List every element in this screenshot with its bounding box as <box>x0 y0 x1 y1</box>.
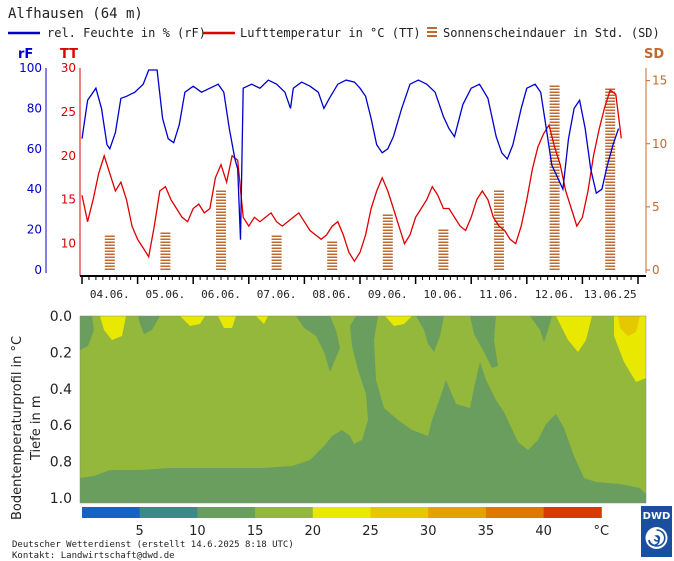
sd-tick-label: 5 <box>652 200 660 214</box>
series-line-rf <box>81 69 620 240</box>
date-label: 10.06. <box>424 288 464 301</box>
sunshine-bar <box>382 214 393 270</box>
colorbar-tick-label: 40 <box>535 524 552 539</box>
colorbar-tick-label: 20 <box>305 524 322 539</box>
footer-contact: Kontakt: Landwirtschaft@dwd.de <box>12 551 175 561</box>
date-label: 06.06. <box>201 288 241 301</box>
day-ticks <box>81 277 639 284</box>
sunshine-bar <box>216 190 226 270</box>
date-label: 04.06. <box>90 288 130 301</box>
heatmap-hot-spot <box>618 316 640 336</box>
tt-tick-label: 10 <box>61 237 76 251</box>
rf-tick-label: 0 <box>34 263 42 277</box>
heatmap-frame <box>79 315 647 504</box>
colorbar-tick-label: 35 <box>478 524 495 539</box>
series-line-tt <box>81 88 622 263</box>
tt-tick-label: 30 <box>61 61 76 75</box>
axis-title-tt: TT <box>60 47 78 62</box>
colorbar-segment <box>428 507 487 518</box>
sunshine-bar <box>271 235 282 270</box>
sd-tick-label: 15 <box>652 74 667 88</box>
sunshine-bar <box>494 190 504 270</box>
colorbar-segment <box>255 507 314 518</box>
colorbar-tick-label: 15 <box>247 524 264 539</box>
legend-sd-swatch <box>427 27 437 37</box>
legend-rf-label: rel. Feuchte in % (rF) <box>47 26 206 40</box>
date-label: 07.06. <box>257 288 297 301</box>
rf-tick-labels: 0 20 40 60 80 100 <box>19 61 42 277</box>
colorbar-tick-label: 5 <box>136 524 144 539</box>
sunshine-bar <box>605 88 616 270</box>
colorbar-tick-labels: 5 10 15 20 25 30 35 40 °C <box>136 524 610 539</box>
depth-tick-label: 0.8 <box>50 455 72 471</box>
date-label: 05.06. <box>146 288 186 301</box>
soil-ylabel-2: Tiefe in m <box>29 395 44 461</box>
depth-tick-label: 1.0 <box>50 491 72 507</box>
station-title: Alfhausen (64 m) <box>8 6 143 22</box>
dwd-logo: DWD <box>641 506 672 557</box>
soil-heatmap <box>80 316 646 503</box>
colorbar-segment <box>543 507 602 518</box>
legend-tt-label: Lufttemperatur in °C (TT) <box>240 26 421 40</box>
date-label: 12.06. <box>535 288 575 301</box>
footer-credit: Deutscher Wetterdienst (erstellt 14.6.20… <box>12 540 294 550</box>
colorbar-segment <box>312 507 371 518</box>
rf-tick-label: 100 <box>19 61 42 75</box>
sunshine-bar <box>104 235 115 270</box>
sunshine-bars <box>104 85 616 270</box>
colorbar-segment <box>370 507 429 518</box>
date-label: 11.06. <box>479 288 519 301</box>
tt-tick-label: 20 <box>61 149 76 163</box>
legend-sd-label: Sonnenscheindauer in Std. (SD) <box>443 26 660 40</box>
depth-tick-label: 0.6 <box>50 418 72 434</box>
date-label: 13.06.25 <box>584 288 637 301</box>
sunshine-bar <box>327 241 338 270</box>
rf-tick-label: 80 <box>27 101 42 115</box>
dwd-logo-text: DWD <box>643 511 671 522</box>
tt-tick-label: 25 <box>61 105 76 119</box>
depth-tick-label: 0.2 <box>50 345 72 361</box>
date-labels: 04.06. 05.06. 06.06. 07.06. 08.06. 09.06. 10.0… <box>90 288 637 301</box>
depth-tick-labels: 0.0 0.2 0.4 0.6 0.8 1.0 <box>50 309 72 507</box>
date-label: 09.06. <box>368 288 408 301</box>
sunshine-bar <box>549 85 560 270</box>
colorbar-tick-label: °C <box>594 524 610 539</box>
tt-tick-label: 15 <box>61 193 76 207</box>
depth-tick-label: 0.0 <box>50 309 72 325</box>
depth-tick-label: 0.4 <box>50 382 72 398</box>
colorbar-segment <box>139 507 198 518</box>
soil-ylabel-1: Bodentemperaturprofil in °C <box>10 336 25 520</box>
colorbar-segment <box>485 507 545 518</box>
dwd-logo-swirl-path <box>648 529 666 547</box>
colorbar-tick-label: 30 <box>420 524 437 539</box>
rf-tick-label: 60 <box>27 142 42 156</box>
colorbar-segment <box>82 507 141 518</box>
sd-tick-label: 0 <box>652 263 660 277</box>
colorbar <box>82 507 602 518</box>
sunshine-bar <box>160 232 171 270</box>
rf-tick-label: 20 <box>27 223 42 237</box>
sd-tick-label: 10 <box>652 137 667 151</box>
date-label: 08.06. <box>312 288 352 301</box>
colorbar-tick-label: 25 <box>362 524 379 539</box>
sunshine-bar <box>438 229 449 270</box>
axis-title-sd: SD <box>644 47 664 62</box>
axis-title-rf: rF <box>18 47 33 62</box>
tt-tick-labels: 10 15 20 25 30 <box>61 61 76 251</box>
colorbar-segment <box>197 507 256 518</box>
sd-tick-labels: 0 5 10 15 <box>646 74 667 277</box>
heatmap-cool-band <box>80 316 646 503</box>
rf-tick-label: 40 <box>27 182 42 196</box>
colorbar-tick-label: 10 <box>189 524 206 539</box>
